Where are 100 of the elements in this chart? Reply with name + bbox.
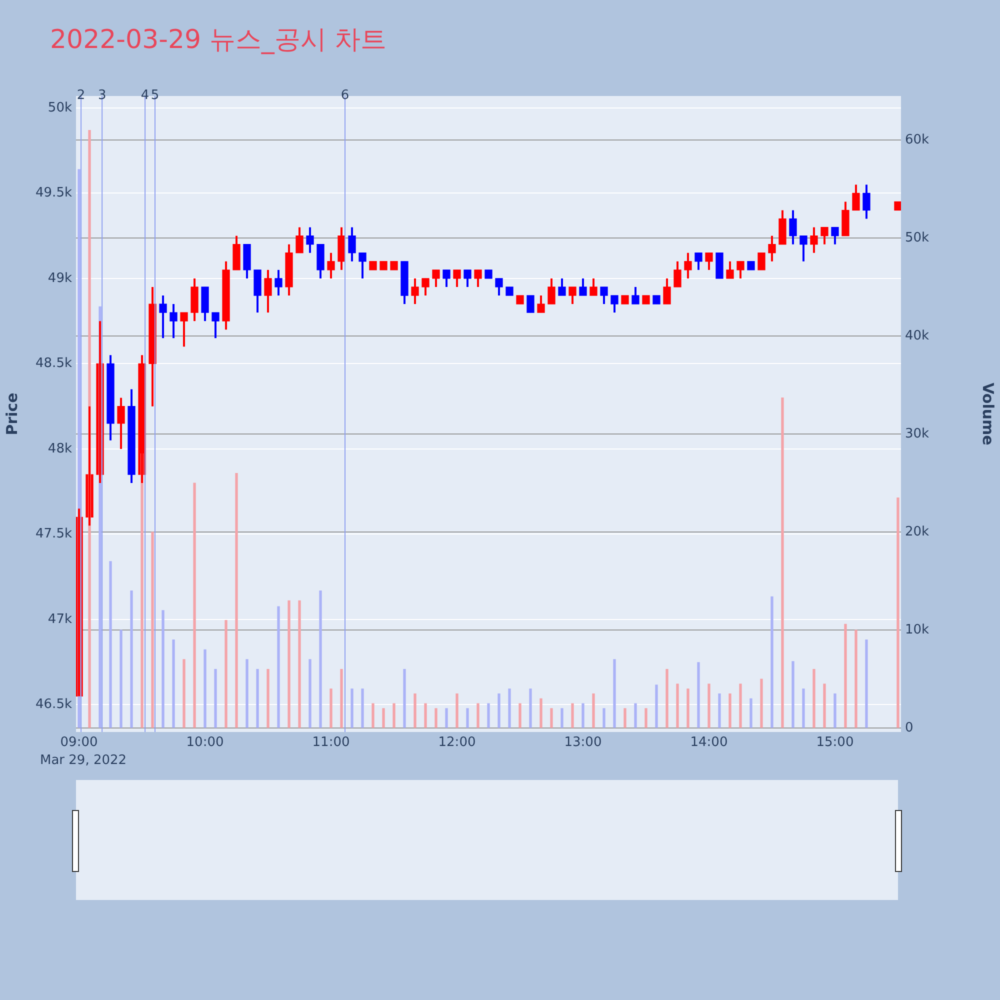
bar — [697, 662, 700, 728]
candlestick — [484, 268, 492, 280]
candlestick — [369, 260, 377, 271]
bar — [403, 668, 406, 728]
y-tick-label: 50k — [48, 100, 72, 116]
bar — [350, 688, 354, 728]
bar — [498, 693, 500, 728]
bar — [823, 684, 826, 728]
bar — [288, 600, 290, 728]
bar — [844, 624, 847, 728]
bar — [655, 684, 658, 728]
bar — [235, 472, 238, 728]
bar — [718, 693, 721, 728]
y2-tick-label: 40k — [905, 328, 930, 344]
bar — [382, 708, 385, 728]
bar — [476, 703, 480, 728]
bar — [151, 532, 154, 728]
y-tick-label: 49.5k — [36, 186, 72, 201]
bar — [214, 668, 217, 728]
bar — [676, 684, 679, 728]
bar — [634, 703, 637, 728]
bar — [204, 649, 206, 728]
bar — [812, 668, 816, 728]
bar — [424, 703, 427, 728]
candlestick — [747, 260, 755, 271]
chart-title: 2022-03-29 뉴스_공시 차트 — [50, 24, 387, 57]
bar — [582, 703, 584, 728]
bar — [182, 659, 186, 728]
bar — [456, 693, 458, 728]
y-axis-title: Price — [2, 392, 21, 436]
text: Mar 29, 2022 — [40, 752, 127, 768]
bar — [508, 688, 511, 728]
bar — [560, 708, 564, 728]
bar — [466, 708, 469, 728]
x-tick-label: 10:00 — [186, 735, 224, 750]
annotation: 5 — [150, 88, 160, 103]
bar — [550, 708, 553, 728]
bar — [728, 693, 732, 728]
y-tick-label: 46.5k — [36, 697, 72, 712]
bar — [319, 590, 322, 728]
bar — [529, 688, 532, 728]
y2-tick-label: 20k — [905, 524, 930, 540]
candlestick — [380, 260, 388, 271]
candlestick — [894, 201, 901, 211]
candlestick — [642, 295, 650, 304]
bar — [445, 708, 448, 728]
candlestick — [516, 295, 524, 304]
y-tick-label: 49k — [48, 270, 72, 286]
x-tick-label: 12:00 — [438, 735, 476, 750]
bar — [624, 708, 626, 728]
bar — [162, 610, 164, 728]
y-tick-label: 48k — [48, 441, 72, 456]
bar — [770, 596, 774, 728]
bar — [372, 703, 374, 728]
bar — [865, 640, 868, 728]
bar — [193, 482, 196, 728]
bar — [760, 678, 763, 728]
bar — [666, 668, 668, 728]
y2-axis-title: Volume — [979, 382, 998, 446]
bar — [298, 600, 301, 728]
bar — [330, 688, 332, 728]
bar — [854, 630, 858, 728]
bar — [518, 703, 522, 728]
candlestick — [716, 252, 724, 279]
bar — [266, 668, 270, 728]
bar — [308, 659, 312, 728]
candlestick — [390, 260, 398, 271]
annotation: 6 — [340, 88, 350, 103]
bar — [109, 561, 112, 728]
y-tick-label: 47.5k — [36, 526, 72, 542]
y2-tick-label: 10k — [905, 622, 930, 638]
bar — [172, 640, 175, 728]
bar — [130, 590, 133, 728]
bar — [750, 698, 752, 728]
bar — [602, 708, 606, 728]
bar — [487, 703, 490, 728]
bar — [361, 688, 364, 728]
bar — [708, 684, 710, 728]
bar — [792, 661, 794, 728]
bar — [834, 693, 836, 728]
annotation: 3 — [98, 88, 106, 103]
bar — [224, 620, 228, 728]
bar — [896, 497, 900, 728]
bar — [256, 668, 259, 728]
y2-tick-label: 50k — [905, 230, 930, 246]
y2-tick-label: 0 — [905, 720, 914, 736]
y2-tick-label: 30k — [905, 426, 930, 442]
x-tick-label: 13:00 — [564, 735, 602, 750]
bar — [592, 693, 595, 728]
bar — [540, 698, 542, 728]
bar — [571, 703, 574, 728]
bar — [340, 668, 343, 728]
bar — [414, 693, 416, 728]
annotation: 2 — [76, 88, 86, 103]
bar — [120, 630, 122, 728]
bar — [686, 688, 690, 728]
candlestick — [652, 295, 660, 304]
y-tick-label: 47k — [48, 612, 72, 627]
candlestick — [621, 295, 629, 304]
bar — [277, 606, 280, 728]
